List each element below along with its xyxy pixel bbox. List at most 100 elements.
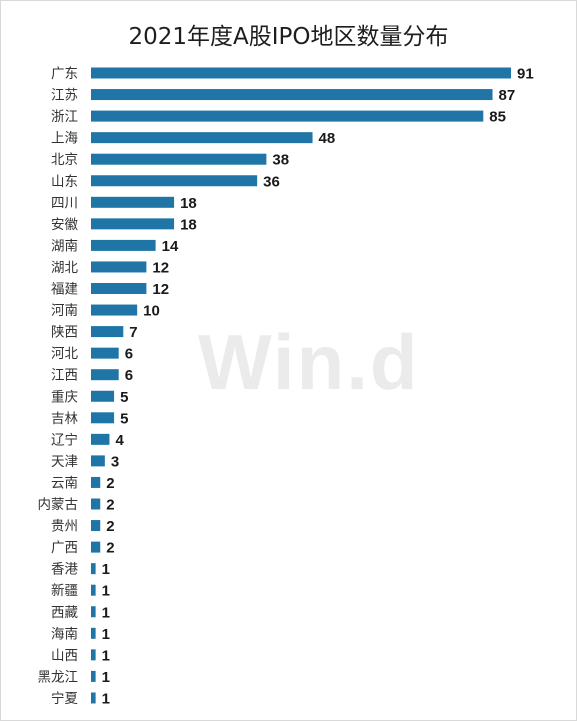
value-label: 48 — [319, 130, 336, 147]
category-label: 湖南 — [51, 238, 78, 254]
bar-row: 上海 48 — [51, 130, 335, 147]
category-label: 广西 — [51, 540, 78, 556]
value-label: 1 — [102, 690, 110, 707]
value-label: 1 — [102, 583, 110, 600]
chart-title: 2021年度A股IPO地区数量分布 — [128, 24, 449, 50]
bar-row: 江苏 87 — [51, 87, 515, 104]
value-label: 1 — [102, 669, 110, 686]
bar-row: 内蒙古 2 — [38, 497, 115, 514]
bar — [91, 433, 110, 445]
value-label: 3 — [111, 453, 119, 470]
bar — [91, 369, 119, 381]
category-label: 天津 — [51, 454, 78, 470]
bar — [91, 261, 147, 273]
value-label: 14 — [162, 238, 179, 255]
bar — [91, 649, 96, 661]
bar — [91, 670, 96, 682]
category-label: 江西 — [51, 368, 78, 384]
bar — [91, 175, 258, 187]
bar — [91, 110, 484, 122]
category-label: 湖北 — [51, 260, 78, 276]
value-label: 6 — [125, 367, 133, 384]
bar-row: 山西 1 — [51, 647, 110, 664]
value-label: 2 — [106, 518, 114, 535]
bar-row: 黑龙江 1 — [38, 669, 110, 686]
category-label: 内蒙古 — [38, 497, 79, 513]
value-label: 12 — [152, 259, 169, 276]
category-label: 云南 — [51, 475, 78, 491]
bar-row: 海南 1 — [51, 626, 110, 643]
value-label: 1 — [102, 647, 110, 664]
bar — [91, 412, 115, 424]
category-label: 新疆 — [51, 583, 78, 599]
value-label: 2 — [106, 475, 114, 492]
category-label: 陕西 — [51, 325, 78, 341]
value-label: 36 — [263, 173, 280, 190]
value-label: 2 — [106, 497, 114, 514]
category-label: 四川 — [51, 195, 78, 211]
bar-row: 宁夏 1 — [51, 690, 110, 708]
bar — [91, 196, 175, 208]
bar-row: 西藏 1 — [51, 604, 110, 621]
value-label: 38 — [272, 152, 289, 169]
bar-row: 云南 2 — [51, 475, 115, 492]
category-label: 吉林 — [51, 411, 78, 427]
category-label: 海南 — [51, 626, 78, 642]
watermark: Win.d — [198, 318, 420, 406]
category-label: 贵州 — [51, 519, 78, 535]
bar — [91, 283, 147, 294]
value-label: 5 — [120, 389, 128, 406]
bar-row: 山东 36 — [51, 173, 280, 190]
category-label: 黑龙江 — [38, 669, 79, 685]
bar-row: 四川 18 — [51, 195, 197, 212]
bar — [91, 692, 96, 704]
category-label: 宁夏 — [51, 690, 78, 707]
bar — [91, 627, 96, 639]
value-label: 10 — [143, 303, 160, 320]
bar-row: 湖北 12 — [51, 259, 169, 276]
bar — [91, 347, 119, 359]
bar-row: 吉林 5 — [51, 410, 128, 427]
bar-row: 贵州 2 — [51, 518, 115, 535]
bar-row: 天津 3 — [51, 453, 119, 470]
category-label: 山东 — [51, 174, 78, 190]
category-label: 上海 — [51, 131, 78, 147]
category-label: 河南 — [51, 303, 78, 319]
bar — [91, 584, 96, 596]
bar — [91, 476, 101, 488]
value-label: 6 — [125, 346, 133, 363]
value-label: 18 — [180, 216, 197, 233]
bar-row: 辽宁 4 — [51, 431, 124, 449]
value-label: 12 — [152, 281, 169, 298]
bar — [91, 563, 96, 575]
bar-row: 香港 1 — [51, 561, 110, 578]
bar-row: 浙江 85 — [51, 109, 506, 126]
category-label: 北京 — [51, 152, 78, 168]
bar — [91, 455, 105, 467]
bar — [91, 304, 138, 316]
bar-row: 河北 6 — [51, 346, 133, 363]
category-label: 广东 — [51, 66, 78, 82]
bar-row: 陕西 7 — [51, 324, 138, 341]
value-label: 5 — [120, 410, 128, 427]
bar-row: 安徽 18 — [51, 216, 197, 233]
value-label: 2 — [106, 540, 114, 557]
value-label: 4 — [115, 432, 124, 449]
bar — [91, 326, 124, 338]
bar-row: 福建 12 — [51, 281, 169, 298]
category-label: 浙江 — [51, 109, 78, 125]
bar — [91, 390, 115, 402]
bar — [91, 541, 101, 553]
category-label: 重庆 — [51, 389, 78, 405]
bar — [91, 520, 101, 532]
category-label: 江苏 — [51, 88, 78, 104]
bar-row: 广东 91 — [51, 66, 534, 83]
value-label: 18 — [180, 195, 197, 212]
value-label: 1 — [102, 626, 110, 643]
bar-row: 湖南 14 — [51, 238, 179, 255]
value-label: 1 — [102, 561, 110, 578]
bar — [91, 132, 313, 144]
bar-row: 广西 2 — [51, 540, 115, 557]
